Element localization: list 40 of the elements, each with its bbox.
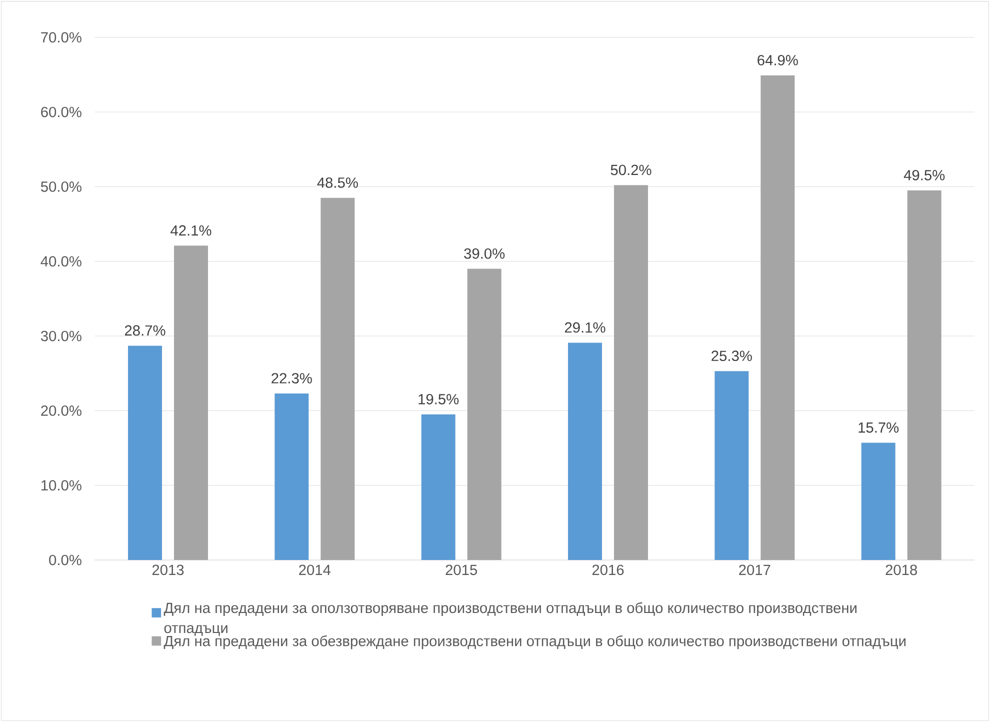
bar: [760, 75, 795, 560]
data-label: 64.9%: [758, 55, 798, 66]
y-tick-label: 40.0%: [40, 256, 82, 267]
bar: [568, 342, 602, 560]
legend-label: Дял на предадени за оползотворяване производствени отпадъци в общо количество производствени отпадъци: [164, 602, 856, 636]
bar: [174, 246, 208, 560]
data-label: 48.5%: [317, 177, 358, 188]
y-tick-label: 50.0%: [40, 181, 82, 192]
data-label: 15.7%: [858, 422, 899, 433]
data-label: 29.1%: [564, 322, 606, 333]
data-label: 39.0%: [464, 248, 505, 259]
data-label: 22.3%: [272, 373, 312, 384]
data-label: 25.3%: [712, 350, 752, 362]
bar: [274, 393, 309, 560]
bar: [907, 190, 942, 560]
x-tick-label: 2016: [592, 564, 624, 576]
y-tick-label: 10.0%: [41, 480, 82, 491]
x-tick-label: 2017: [739, 564, 770, 576]
y-tick-label: 20.0%: [41, 405, 82, 416]
bar: [320, 198, 355, 560]
y-tick-label: 70.0%: [41, 32, 82, 43]
data-label: 42.1%: [170, 225, 212, 236]
legend-label: Дял на предадени за обезвреждане производствени отпадъци в общо количество производствени отпадъци: [164, 635, 906, 650]
bar: [614, 185, 648, 560]
data-label: 49.5%: [904, 170, 945, 180]
y-tick-label: 30.0%: [40, 330, 82, 342]
data-label: 28.7%: [124, 325, 166, 336]
bar: [421, 414, 456, 560]
bar: [714, 371, 749, 560]
x-tick-label: 2014: [299, 564, 331, 576]
data-label: 19.5%: [418, 394, 459, 404]
x-tick-label: 2018: [886, 564, 917, 576]
y-tick-label: 60.0%: [41, 106, 82, 118]
bar: [467, 268, 502, 560]
bar: [861, 442, 896, 560]
x-tick-label: 2013: [152, 564, 184, 576]
bar: [128, 346, 162, 560]
y-tick-label: 0.0%: [49, 554, 82, 566]
data-label: 50.2%: [610, 164, 652, 176]
x-tick-label: 2015: [446, 564, 478, 576]
